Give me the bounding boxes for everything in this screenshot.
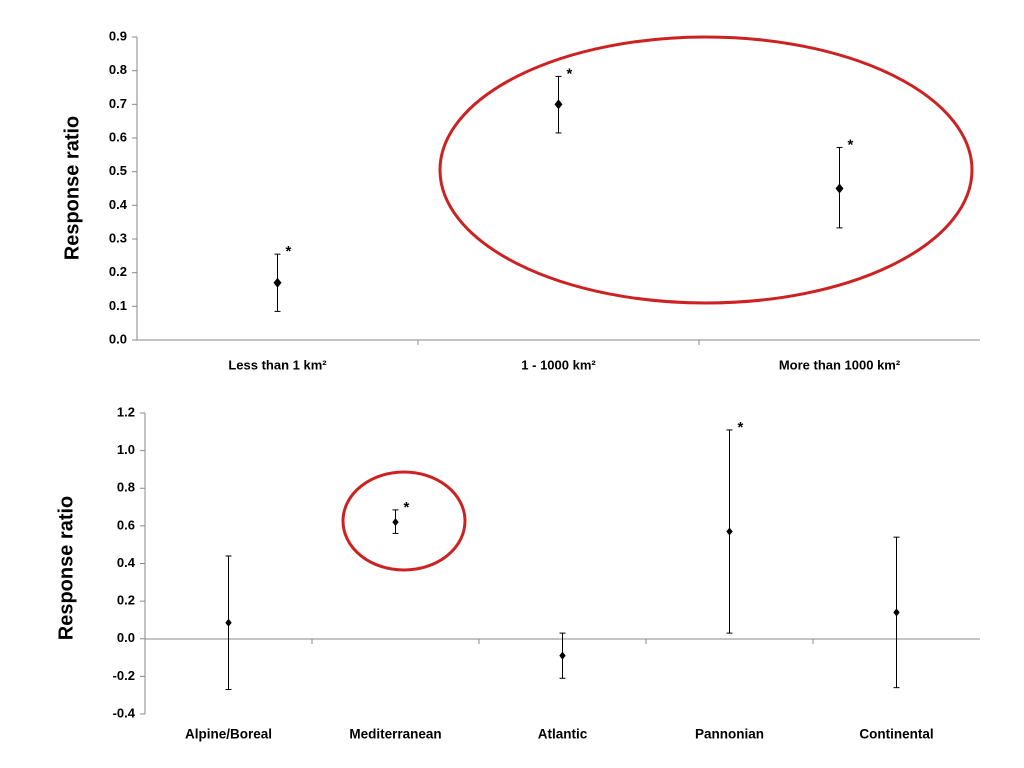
- chart1-points: * * *: [273, 65, 854, 312]
- chart1-y-tick-label: 0.2: [109, 264, 127, 279]
- chart2-y-ticks: -0.4 -0.2 0.0 0.2 0.4 0.6 0.8 1.0 1.2: [113, 404, 145, 720]
- chart2-y-tick-label: 1.2: [117, 404, 135, 419]
- chart-area-size: Response ratio 0.00.10.20.30.40.50.60.70…: [61, 28, 980, 372]
- chart2-y-tick-label: 1.0: [117, 442, 135, 457]
- chart1-significance-marker: *: [848, 136, 854, 153]
- chart2-points: **: [225, 419, 900, 691]
- chart1-significance-marker: *: [567, 65, 573, 82]
- chart2-point: [726, 527, 733, 536]
- chart2-y-axis-label: Response ratio: [55, 496, 77, 640]
- chart2-y-tick-label: 0.4: [117, 555, 136, 570]
- chart2-y-tick-label: 0.2: [117, 593, 135, 608]
- chart1-y-tick-label: 0.5: [109, 163, 127, 178]
- chart1-point: [554, 99, 563, 110]
- chart1-x-tick-label: Less than 1 km²: [228, 357, 327, 372]
- chart1-y-tick-label: 0.0: [109, 331, 127, 346]
- chart1-y-tick-label: 0.9: [109, 28, 127, 43]
- chart1-y-tick-label: 0.1: [109, 298, 127, 313]
- chart2-point: [225, 618, 232, 627]
- chart2-x-tick-label: Continental: [859, 727, 933, 742]
- chart2-point: [392, 518, 399, 527]
- chart2-significance-marker: *: [738, 419, 744, 436]
- chart1-highlight-ellipse: [438, 35, 974, 305]
- chart1-y-tick-label: 0.4: [109, 197, 128, 212]
- chart1-y-axis-label: Response ratio: [61, 116, 83, 260]
- chart1-significance-marker: *: [286, 243, 292, 260]
- chart2-significance-marker: *: [404, 499, 410, 516]
- chart2-y-tick-label: 0.0: [117, 630, 135, 645]
- chart1-x-tick-label: More than 1000 km²: [779, 357, 901, 372]
- chart2-y-tick-label: 0.6: [117, 517, 135, 532]
- chart1-y-tick-label: 0.3: [109, 230, 127, 245]
- chart2-y-tick-label: -0.4: [113, 705, 136, 720]
- chart2-y-tick-label: 0.8: [117, 480, 135, 495]
- chart1-y-tick-label: 0.7: [109, 96, 127, 111]
- chart1-y-tick-label: 0.6: [109, 129, 127, 144]
- chart1-y-tick-label: 0.8: [109, 62, 127, 77]
- chart2-x-tick-label: Pannonian: [695, 727, 764, 742]
- chart2-x-tick-label: Atlantic: [538, 727, 588, 742]
- chart1-x-ticks: Less than 1 km² 1 - 1000 km² More than 100…: [228, 340, 901, 372]
- chart2-highlight-ellipse: [341, 470, 467, 572]
- chart2-y-tick-label: -0.2: [113, 668, 135, 683]
- chart2-x-tick-label: Mediterranean: [349, 727, 441, 742]
- chart2-x-ticks: Alpine/Boreal Mediterranean Atlantic Pannon…: [185, 639, 934, 742]
- chart2-x-tick-label: Alpine/Boreal: [185, 727, 272, 742]
- chart-biogeographic-region: Response ratio -0.4 -0.2 0.0 0.2 0.4 0.6 0.8 1.…: [55, 404, 980, 742]
- chart1-y-ticks: 0.0 0.1 0.2 0.3 0.4 0.5 0.6 0.7 0.8 0.9: [109, 28, 137, 346]
- chart1-point: [835, 183, 844, 194]
- chart1-x-tick-label: 1 - 1000 km²: [521, 357, 596, 372]
- chart1-point: [273, 277, 282, 288]
- chart2-point: [559, 651, 566, 660]
- chart2-point: [893, 608, 900, 617]
